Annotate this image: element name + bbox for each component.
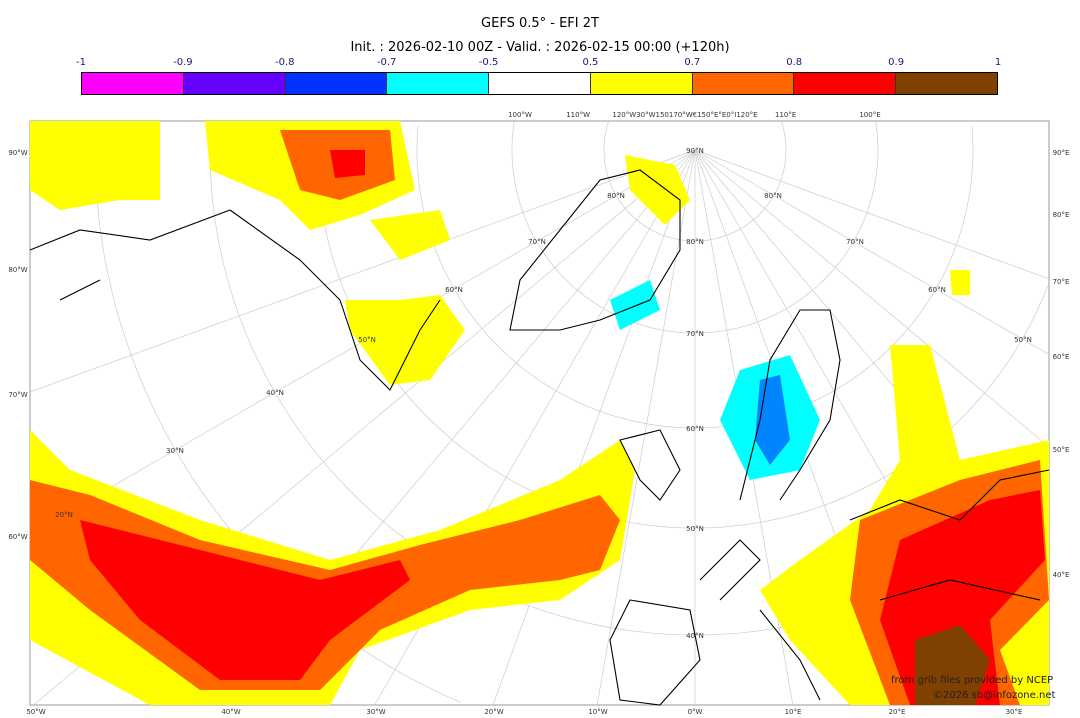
axis-label-bottom: 20°W bbox=[484, 708, 503, 716]
colorbar-tick: -0.8 bbox=[275, 57, 295, 68]
map-subtitle: Init. : 2026-02-10 00Z - Valid. : 2026-0… bbox=[350, 40, 730, 55]
axis-label-top: 110°E bbox=[775, 111, 796, 119]
colorbar-tick: 1 bbox=[994, 57, 1002, 68]
axis-label-right: 70°E bbox=[1053, 278, 1070, 286]
meridian-line bbox=[694, 149, 1050, 355]
coastlines bbox=[29, 169, 1050, 706]
copyright-credit: ©2026 sb@infozone.net bbox=[933, 690, 1056, 701]
axis-label-lat_left: 30°N bbox=[166, 447, 184, 455]
colorbar-swatch bbox=[794, 73, 897, 94]
axis-label-lat_left: 70°N bbox=[528, 238, 546, 246]
colorbar-swatch bbox=[692, 73, 795, 94]
axis-label-lat_right: 80°N bbox=[764, 192, 782, 200]
axis-label-top: 100°W bbox=[508, 111, 532, 119]
axis-label-lat_left: 60°N bbox=[445, 286, 463, 294]
axis-label-lat_center: 50°N bbox=[686, 525, 704, 533]
colorbar-tick: 0.5 bbox=[582, 57, 599, 68]
axis-label-bottom: 40°W bbox=[221, 708, 240, 716]
colorbar-swatch bbox=[489, 73, 591, 94]
axis-label-top: 110°W bbox=[566, 111, 590, 119]
axis-label-bottom: 0°W bbox=[688, 708, 703, 716]
axis-label-lat_left: 80°N bbox=[607, 192, 625, 200]
axis-label-bottom: 10°W bbox=[588, 708, 607, 716]
colorbar-tick: -0.5 bbox=[478, 57, 499, 68]
colorbar-swatch bbox=[82, 73, 184, 94]
latitude-circle bbox=[781, 121, 787, 150]
axis-label-bottom: 30°W bbox=[366, 708, 385, 716]
meridian-line bbox=[492, 149, 696, 706]
colorbar-swatch bbox=[590, 73, 693, 94]
axis-label-bottom: 10°E bbox=[785, 708, 802, 716]
colorbar bbox=[81, 72, 998, 95]
colorbar-tick: 0.7 bbox=[684, 57, 701, 68]
latitude-circle bbox=[971, 125, 974, 150]
axis-label-left: 60°W bbox=[8, 533, 27, 541]
axis-label-bottom: 30°E bbox=[1006, 708, 1023, 716]
axis-label-right: 40°E bbox=[1053, 571, 1070, 579]
colorbar-tick: 0.8 bbox=[786, 57, 803, 68]
meridian-line bbox=[694, 149, 1050, 448]
colorbar-swatch bbox=[896, 73, 998, 94]
axis-label-lat_center: 80°N bbox=[686, 238, 704, 246]
colorbar-tick: 0.9 bbox=[888, 57, 905, 68]
axis-label-lat_left: 50°N bbox=[358, 336, 376, 344]
axis-label-lat_left: 40°N bbox=[266, 389, 284, 397]
latitude-circle bbox=[603, 121, 787, 242]
axis-label-lat_left: 20°N bbox=[55, 511, 73, 519]
axis-label-lat_center: 60°N bbox=[686, 425, 704, 433]
efi-fields bbox=[30, 121, 1049, 705]
colorbar-swatch bbox=[387, 73, 490, 94]
axis-label-left: 90°W bbox=[8, 149, 27, 157]
axis-label-lat_center: 90°N bbox=[686, 147, 704, 155]
axis-label-bottom: 20°E bbox=[889, 708, 906, 716]
axis-label-top: 120°W30°W150170°W€150°E°E0°I120°E bbox=[612, 111, 757, 119]
meridian-line bbox=[29, 149, 696, 393]
data-source-credit: from grib files provided by NCEP bbox=[891, 675, 1054, 686]
meridian-line bbox=[596, 149, 696, 706]
colorbar-tick: -0.9 bbox=[173, 57, 193, 68]
latitude-circle bbox=[511, 121, 879, 334]
latitude-circle bbox=[416, 125, 974, 429]
axis-label-top: 100°E bbox=[859, 111, 880, 119]
axis-label-lat_right: 70°N bbox=[846, 238, 864, 246]
axis-label-right: 90°E bbox=[1053, 149, 1070, 157]
colorbar-swatch bbox=[285, 73, 388, 94]
colorbar-tick: -1 bbox=[76, 57, 86, 68]
axis-label-bottom: 50°W bbox=[26, 708, 45, 716]
axis-label-lat_right: 50°N bbox=[1014, 336, 1032, 344]
axis-label-left: 80°W bbox=[8, 266, 27, 274]
axis-label-lat_center: 70°N bbox=[686, 330, 704, 338]
axis-label-right: 80°E bbox=[1053, 211, 1070, 219]
meridian-line bbox=[694, 149, 1050, 280]
map-title: GEFS 0.5° - EFI 2T bbox=[481, 16, 599, 31]
colorbar-swatch bbox=[183, 73, 286, 94]
axis-label-right: 50°E bbox=[1053, 446, 1070, 454]
axis-label-right: 60°E bbox=[1053, 353, 1070, 361]
latitude-circle bbox=[875, 121, 879, 150]
axis-label-lat_right: 60°N bbox=[928, 286, 946, 294]
colorbar-tick: -0.7 bbox=[376, 57, 397, 68]
axis-label-lat_center: 40°N bbox=[686, 632, 704, 640]
axis-label-left: 70°W bbox=[8, 391, 27, 399]
